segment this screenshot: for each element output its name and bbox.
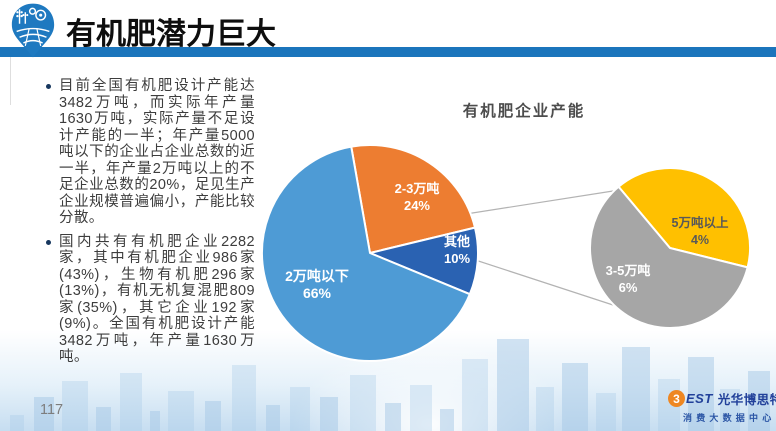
city-building [536, 387, 554, 431]
city-building [168, 391, 194, 431]
city-building [96, 407, 111, 431]
slice-label: 3-5万吨 [605, 263, 651, 278]
city-building [688, 357, 714, 431]
city-building [120, 373, 142, 431]
list-item: 国内共有有机肥企业2282家，其中有机肥企业986家(43%)，生物有机肥296… [46, 234, 260, 366]
bullet-text: 国内共有有机肥企业2282家，其中有机肥企业986家(43%)，生物有机肥296… [59, 233, 255, 366]
page-number: 117 [40, 402, 64, 418]
slice-label: 2万吨以下 [285, 268, 349, 284]
connector-line-top [465, 190, 614, 215]
pie-slice [350, 144, 476, 254]
city-building [562, 363, 588, 431]
gear-icon [28, 7, 47, 21]
city-building [290, 387, 310, 431]
brand-subtitle: 消费大数据中心 [683, 413, 776, 423]
city-building [497, 339, 529, 431]
bullet-dot [46, 239, 51, 245]
wheat-icon [18, 9, 27, 24]
city-building [34, 397, 54, 431]
slice-label: 5万吨以上 [671, 216, 729, 230]
header-divider-bar [0, 47, 776, 57]
slice-pct: 4% [690, 233, 710, 247]
list-item: 目前全国有机肥设计产能达3482万吨，而实际年产量1630万吨，实际产量不足设计… [46, 78, 260, 227]
city-building [150, 411, 160, 431]
brand-balloon-logo [11, 3, 55, 58]
slice-pct: 10% [443, 251, 471, 266]
field-rows-icon [16, 27, 50, 47]
slice-pct: 24% [403, 198, 431, 213]
city-building [232, 365, 256, 431]
city-building [385, 403, 401, 431]
slice-pct: 6% [618, 280, 638, 295]
pie-slice [261, 145, 471, 362]
left-accent-line [10, 57, 11, 105]
city-building [596, 393, 616, 431]
city-building [10, 415, 24, 431]
gear-hub [39, 13, 43, 17]
secondary-pie [589, 167, 751, 329]
best-logo-icon: 3 [668, 390, 685, 407]
city-building [350, 375, 376, 431]
slice-pct: 66% [302, 285, 332, 301]
balloon-shape [11, 3, 55, 58]
pie-slice [589, 185, 749, 329]
slice-label: 2-3万吨 [394, 181, 440, 196]
best-logo-text: EST [686, 391, 713, 406]
city-building [622, 347, 650, 431]
pie-label-3-5wt: 3-5万吨 6% [606, 262, 651, 296]
best-brand-logo: 3 EST 光华博思特 消费大数据中心 [668, 389, 776, 424]
city-building [266, 405, 280, 431]
chart-title: 有机肥企业产能 [462, 103, 586, 120]
pie-label-other: 其他 10% [444, 233, 470, 267]
pie-label-under-2wt: 2万吨以下 66% [285, 268, 349, 302]
pie-of-pie-chart: 有机肥企业产能 2-3万吨 24% 其他 10% 2万吨以下 66% 5万吨以上… [255, 85, 776, 375]
pie-chart-canvas [261, 144, 751, 362]
pie-slice [617, 167, 751, 269]
main-pie [261, 144, 479, 362]
wheat-grains [16, 11, 29, 18]
brand-row: 3 EST 光华博思特 [668, 389, 776, 408]
connector-line-bottom [459, 254, 614, 306]
city-building [748, 371, 770, 431]
pie-label-2-3wt: 2-3万吨 24% [395, 180, 440, 214]
city-building [410, 385, 432, 431]
pie-label-over-5wt: 5万吨以上 4% [672, 215, 729, 249]
bullet-dot [46, 84, 51, 89]
bullet-text: 目前全国有机肥设计产能达3482万吨，而实际年产量1630万吨，实际产量不足设计… [59, 78, 255, 226]
city-building [205, 401, 221, 431]
bullet-list: 目前全国有机肥设计产能达3482万吨，而实际年产量1630万吨，实际产量不足设计… [46, 78, 260, 373]
city-building [720, 389, 740, 431]
slice-label: 其他 [443, 234, 470, 249]
city-building [62, 381, 88, 431]
city-building [440, 409, 454, 431]
page-title: 有机肥潜力巨大 [66, 18, 276, 51]
city-building [462, 359, 488, 431]
brand-name: 光华博思特 [717, 393, 776, 407]
city-building [320, 397, 338, 431]
